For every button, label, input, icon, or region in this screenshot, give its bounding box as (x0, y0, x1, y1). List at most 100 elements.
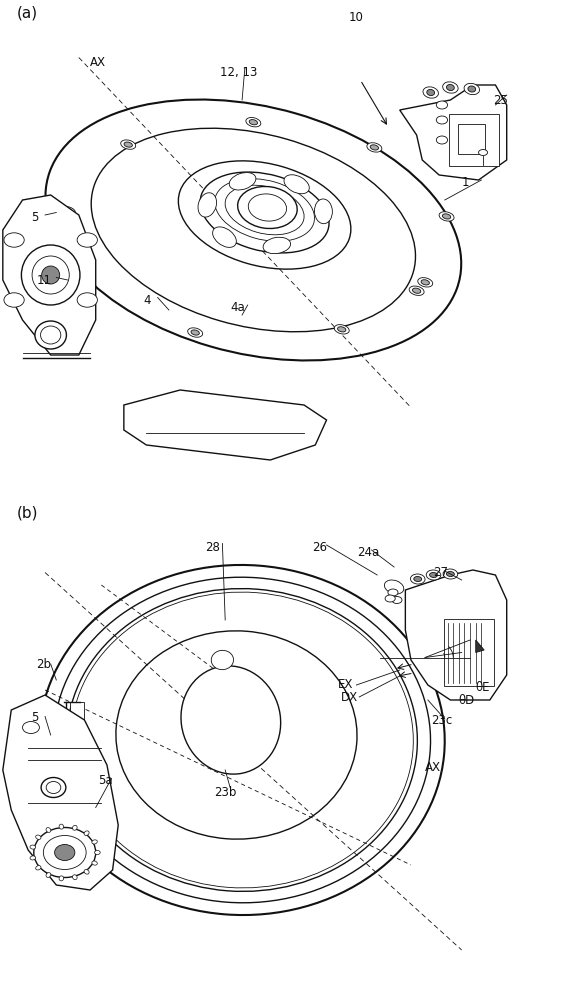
Ellipse shape (91, 128, 415, 332)
Ellipse shape (84, 831, 89, 835)
Text: AX: AX (90, 56, 106, 69)
Ellipse shape (198, 193, 217, 217)
Ellipse shape (181, 666, 281, 774)
Ellipse shape (46, 828, 51, 832)
Ellipse shape (213, 227, 236, 247)
Ellipse shape (446, 84, 454, 91)
Ellipse shape (23, 722, 39, 734)
Ellipse shape (92, 840, 97, 844)
Polygon shape (124, 390, 327, 460)
Text: 28: 28 (205, 541, 220, 554)
Ellipse shape (77, 293, 97, 307)
Text: 25: 25 (493, 94, 507, 106)
Ellipse shape (414, 576, 422, 582)
Ellipse shape (35, 835, 41, 839)
Ellipse shape (248, 194, 287, 221)
Ellipse shape (468, 86, 476, 92)
Polygon shape (70, 702, 84, 744)
Polygon shape (400, 85, 507, 180)
Ellipse shape (436, 136, 448, 144)
Ellipse shape (191, 330, 199, 335)
Text: 27: 27 (434, 566, 449, 579)
Ellipse shape (21, 245, 80, 305)
Polygon shape (3, 195, 96, 355)
Ellipse shape (60, 207, 75, 216)
Ellipse shape (39, 565, 445, 915)
Ellipse shape (225, 185, 304, 235)
Ellipse shape (426, 570, 441, 580)
Ellipse shape (249, 120, 257, 125)
Ellipse shape (367, 143, 382, 152)
Ellipse shape (59, 824, 64, 829)
Ellipse shape (370, 145, 378, 150)
Ellipse shape (55, 844, 75, 860)
Ellipse shape (46, 782, 61, 794)
Text: DX: DX (341, 691, 358, 704)
Ellipse shape (479, 149, 488, 155)
Ellipse shape (42, 266, 60, 284)
Ellipse shape (59, 876, 64, 881)
Ellipse shape (413, 288, 421, 293)
Ellipse shape (4, 293, 24, 307)
Ellipse shape (67, 589, 417, 891)
Ellipse shape (443, 569, 458, 579)
Ellipse shape (430, 572, 437, 578)
Ellipse shape (385, 595, 395, 602)
Ellipse shape (314, 199, 332, 224)
Text: (a): (a) (17, 5, 38, 20)
FancyBboxPatch shape (449, 114, 499, 166)
Ellipse shape (238, 186, 297, 229)
Text: 26: 26 (312, 541, 328, 554)
Ellipse shape (421, 280, 430, 285)
Ellipse shape (41, 326, 61, 344)
Text: 4: 4 (144, 294, 151, 306)
Ellipse shape (178, 161, 351, 269)
Ellipse shape (423, 87, 439, 98)
Ellipse shape (443, 82, 458, 93)
Ellipse shape (410, 574, 425, 584)
Text: AX: AX (425, 761, 441, 774)
Polygon shape (3, 695, 118, 890)
Ellipse shape (263, 237, 291, 254)
Ellipse shape (30, 856, 35, 860)
Text: 23c: 23c (431, 714, 452, 726)
Text: 12, 13: 12, 13 (220, 66, 257, 79)
Ellipse shape (46, 873, 51, 877)
Ellipse shape (464, 83, 480, 95)
Ellipse shape (73, 875, 77, 880)
Ellipse shape (211, 650, 234, 670)
Ellipse shape (32, 256, 69, 294)
Ellipse shape (46, 100, 461, 360)
Ellipse shape (436, 101, 448, 109)
Text: θE: θE (476, 681, 490, 694)
FancyBboxPatch shape (444, 619, 494, 686)
Ellipse shape (338, 327, 346, 332)
Ellipse shape (215, 179, 315, 241)
Ellipse shape (77, 281, 92, 290)
Ellipse shape (229, 173, 256, 190)
Ellipse shape (392, 596, 402, 603)
Ellipse shape (439, 212, 454, 221)
Ellipse shape (34, 828, 96, 878)
Text: 24a: 24a (358, 546, 380, 559)
Ellipse shape (200, 172, 329, 253)
Ellipse shape (4, 233, 24, 247)
Ellipse shape (446, 571, 454, 577)
Ellipse shape (334, 325, 349, 334)
Ellipse shape (124, 142, 132, 147)
Ellipse shape (436, 116, 448, 124)
Text: 11: 11 (37, 273, 52, 286)
Polygon shape (405, 570, 507, 700)
Ellipse shape (95, 850, 100, 854)
Ellipse shape (385, 580, 404, 594)
Ellipse shape (41, 778, 66, 798)
Ellipse shape (71, 592, 413, 888)
Text: 23b: 23b (214, 786, 236, 799)
Text: 5: 5 (31, 711, 38, 724)
Ellipse shape (388, 589, 398, 596)
Ellipse shape (53, 577, 431, 903)
Text: 5a: 5a (99, 774, 113, 786)
Ellipse shape (427, 89, 435, 96)
Ellipse shape (73, 825, 77, 830)
Ellipse shape (284, 175, 309, 194)
